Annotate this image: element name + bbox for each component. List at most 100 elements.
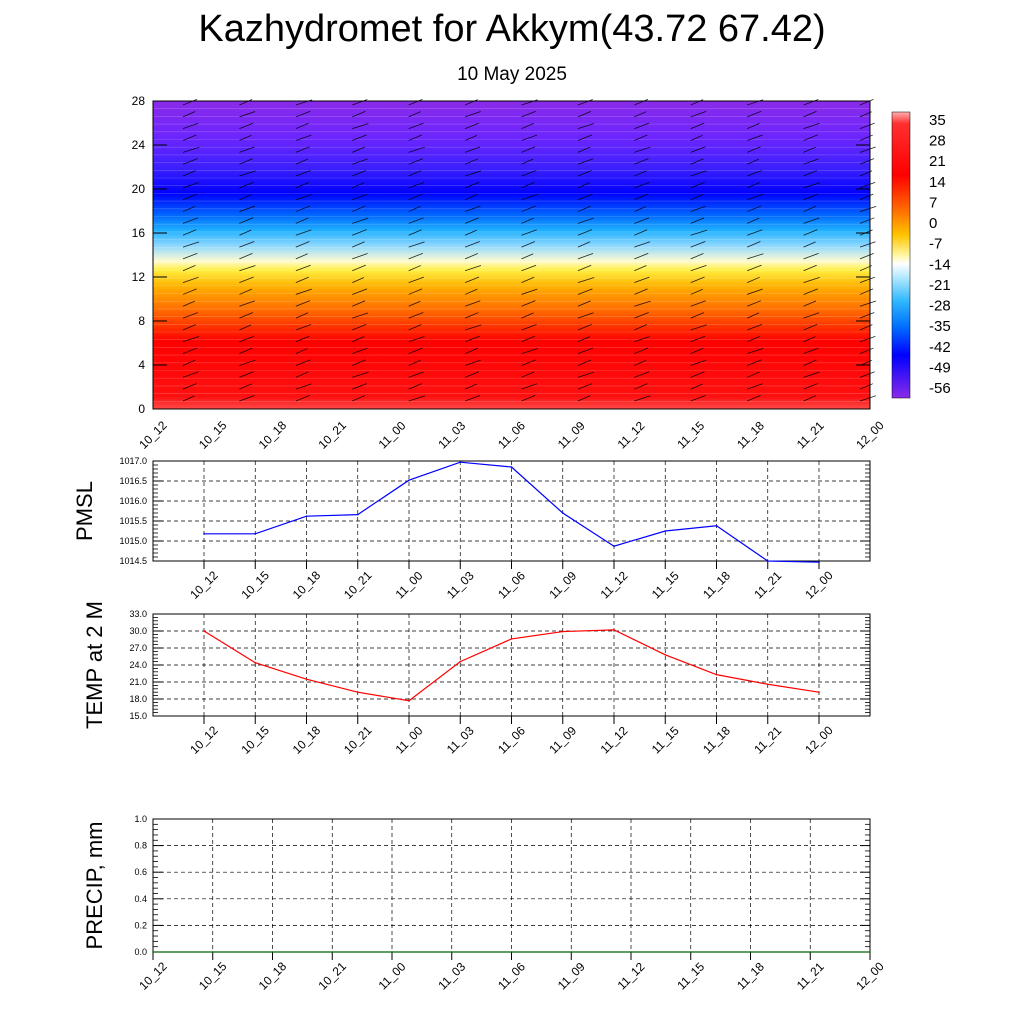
x-tick-label: 11_06 bbox=[495, 418, 528, 451]
wind-barb bbox=[239, 383, 252, 390]
wind-barb bbox=[295, 276, 309, 283]
data-point bbox=[152, 951, 154, 953]
y-tick-label: 24 bbox=[132, 138, 146, 152]
wind-barb bbox=[464, 359, 481, 366]
x-tick-label: 12_00 bbox=[802, 723, 836, 757]
x-tick-label: 11_03 bbox=[435, 418, 468, 451]
wind-barb bbox=[747, 253, 764, 260]
x-tick-label: 11_06 bbox=[495, 568, 528, 601]
colorbar-label: 7 bbox=[929, 194, 937, 211]
wind-barb bbox=[464, 383, 478, 390]
wind-barb bbox=[521, 217, 534, 224]
data-point bbox=[818, 561, 820, 563]
wind-barb bbox=[521, 312, 534, 319]
wind-barb bbox=[352, 347, 368, 355]
wind-barb bbox=[690, 335, 706, 343]
x-tick-label: 12_00 bbox=[853, 418, 887, 452]
wind-barb bbox=[577, 359, 592, 366]
wind-barb bbox=[295, 217, 309, 224]
wind-barb bbox=[634, 122, 650, 130]
wind-barb bbox=[295, 241, 310, 248]
wind-barb bbox=[747, 371, 760, 378]
x-tick-label: 11_15 bbox=[649, 723, 682, 756]
wind-barb bbox=[464, 347, 478, 355]
wind-barb bbox=[690, 253, 704, 260]
x-tick-label: 10_12 bbox=[136, 959, 170, 993]
wind-barb bbox=[577, 99, 593, 106]
wind-barb bbox=[577, 300, 591, 307]
wind-barb bbox=[690, 312, 705, 319]
wind-barb bbox=[239, 324, 252, 331]
x-tick-label: 10_15 bbox=[196, 418, 230, 452]
wind-barb bbox=[803, 110, 817, 118]
wind-barb bbox=[521, 288, 538, 295]
wind-barb bbox=[521, 348, 538, 355]
wind-barb bbox=[747, 241, 761, 248]
x-tick-label: 11_03 bbox=[435, 959, 468, 992]
y-tick-label: 16 bbox=[132, 226, 146, 240]
colorbar-label: 0 bbox=[929, 215, 937, 232]
wind-barb bbox=[634, 395, 651, 402]
wind-barb bbox=[521, 359, 537, 366]
wind-barb bbox=[859, 395, 876, 402]
wind-barb bbox=[464, 300, 481, 307]
wind-barb bbox=[859, 312, 875, 319]
wind-barb bbox=[464, 205, 481, 212]
wind-barb bbox=[239, 158, 253, 165]
wind-barb bbox=[182, 359, 196, 366]
data-point bbox=[408, 699, 410, 702]
wind-barb bbox=[634, 252, 649, 260]
wind-barb bbox=[408, 265, 422, 272]
wind-barb bbox=[464, 99, 478, 106]
wind-barb bbox=[295, 312, 309, 319]
wind-barb bbox=[690, 265, 707, 272]
wind-barb bbox=[577, 312, 594, 319]
wind-barb bbox=[577, 323, 592, 331]
wind-barb bbox=[690, 276, 705, 283]
wind-barb bbox=[577, 229, 593, 236]
colorbar-label: -49 bbox=[929, 359, 951, 376]
wind-barb bbox=[803, 336, 816, 343]
x-tick-label: 11_21 bbox=[794, 418, 827, 451]
x-tick-label: 11_18 bbox=[700, 568, 733, 601]
wind-barb bbox=[634, 383, 648, 390]
wind-barb bbox=[352, 110, 366, 118]
wind-barb bbox=[182, 265, 196, 272]
wind-barb bbox=[803, 99, 819, 106]
data-point bbox=[305, 678, 308, 680]
x-tick-label: 11_06 bbox=[495, 723, 528, 756]
wind-barb bbox=[239, 111, 256, 118]
wind-barb bbox=[352, 253, 368, 260]
colorbar-label: -14 bbox=[929, 256, 951, 273]
wind-barb bbox=[464, 146, 481, 153]
wind-barb bbox=[408, 288, 423, 295]
wind-barb bbox=[408, 229, 422, 236]
wind-barb bbox=[859, 371, 875, 378]
wind-barb bbox=[352, 158, 368, 165]
wind-barb bbox=[747, 395, 761, 402]
data-point bbox=[809, 951, 812, 953]
wind-barb bbox=[408, 146, 425, 153]
wind-barb bbox=[182, 193, 197, 201]
x-tick-label: 11_00 bbox=[393, 723, 426, 756]
wind-barb bbox=[634, 134, 648, 141]
y-tick-label: 24.0 bbox=[129, 660, 147, 670]
wind-barb bbox=[182, 252, 198, 260]
wind-barb bbox=[747, 276, 760, 283]
wind-barb bbox=[634, 276, 650, 283]
wind-barb bbox=[239, 170, 256, 177]
wind-barb bbox=[464, 371, 480, 378]
wind-barb bbox=[182, 122, 199, 130]
data-point bbox=[869, 951, 871, 953]
wind-barb bbox=[521, 122, 535, 130]
wind-barb bbox=[803, 158, 819, 165]
x-tick-label: 10_15 bbox=[196, 959, 230, 993]
x-tick-label: 11_15 bbox=[674, 959, 707, 992]
wind-barb bbox=[634, 300, 651, 307]
x-tick-label: 10_12 bbox=[136, 418, 170, 452]
wind-barb bbox=[859, 158, 875, 165]
wind-barb bbox=[464, 229, 477, 236]
wind-barb bbox=[690, 347, 704, 355]
wind-barb bbox=[239, 312, 254, 319]
